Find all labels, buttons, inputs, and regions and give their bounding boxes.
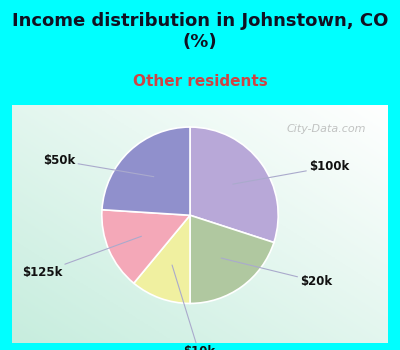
Wedge shape: [190, 127, 278, 243]
Text: $100k: $100k: [233, 160, 349, 184]
Wedge shape: [134, 215, 190, 303]
Text: $50k: $50k: [43, 154, 154, 177]
Wedge shape: [102, 127, 190, 215]
Wedge shape: [102, 210, 190, 283]
Text: $125k: $125k: [22, 236, 142, 279]
Text: Other residents: Other residents: [133, 74, 267, 89]
Wedge shape: [190, 215, 274, 303]
Text: $10k: $10k: [172, 265, 215, 350]
Text: City-Data.com: City-Data.com: [286, 124, 366, 134]
Text: Income distribution in Johnstown, CO
(%): Income distribution in Johnstown, CO (%): [12, 12, 388, 51]
Text: $20k: $20k: [221, 258, 332, 288]
